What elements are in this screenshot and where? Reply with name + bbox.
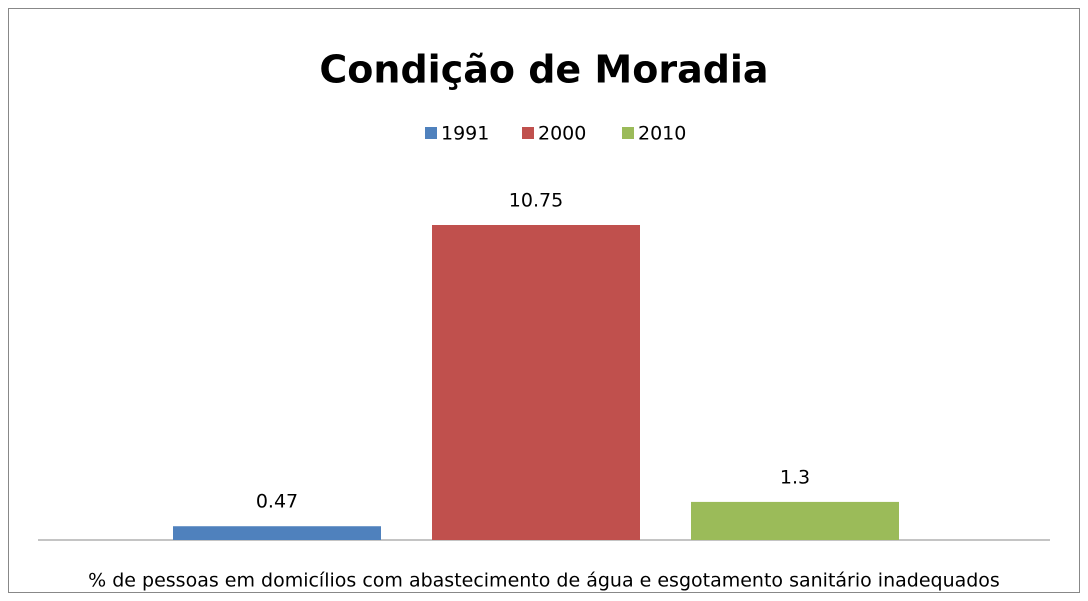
data-label: 10.75: [509, 190, 563, 212]
chart-title: Condição de Moradia: [319, 48, 768, 92]
bar: [691, 501, 899, 540]
legend-swatch: [622, 127, 634, 139]
legend-label: 2010: [638, 123, 686, 145]
data-label: 0.47: [256, 491, 298, 513]
legend-swatch: [425, 127, 437, 139]
bar: [173, 526, 381, 540]
legend-label: 2000: [538, 123, 586, 145]
legend-swatch: [522, 127, 534, 139]
legend-label: 1991: [441, 123, 489, 145]
bar: [432, 225, 640, 540]
x-tick-label: % de pessoas em domicílios com abastecim…: [88, 570, 1000, 592]
data-label: 1.3: [780, 466, 810, 488]
